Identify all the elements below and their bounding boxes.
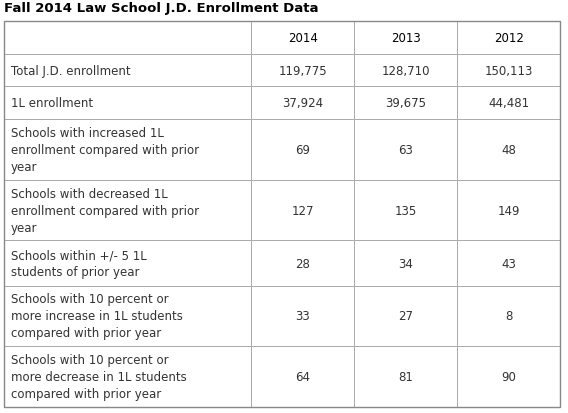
Text: 33: 33 (295, 310, 310, 323)
Text: 8: 8 (505, 310, 512, 323)
Text: Schools with increased 1L
enrollment compared with prior
year: Schools with increased 1L enrollment com… (11, 127, 199, 173)
Text: 34: 34 (398, 257, 413, 270)
Text: 44,481: 44,481 (488, 97, 529, 110)
Text: 64: 64 (295, 370, 310, 383)
Text: 28: 28 (295, 257, 310, 270)
Text: Schools with decreased 1L
enrollment compared with prior
year: Schools with decreased 1L enrollment com… (11, 187, 199, 234)
Text: 119,775: 119,775 (278, 64, 327, 77)
Text: 2014: 2014 (288, 32, 318, 45)
Text: 27: 27 (398, 310, 413, 323)
Text: 63: 63 (398, 144, 413, 157)
Text: 48: 48 (501, 144, 516, 157)
Text: 1L enrollment: 1L enrollment (11, 97, 93, 110)
Text: 135: 135 (395, 204, 417, 217)
Text: Total J.D. enrollment: Total J.D. enrollment (11, 64, 131, 77)
Text: 81: 81 (398, 370, 413, 383)
Text: Schools within +/- 5 1L
students of prior year: Schools within +/- 5 1L students of prio… (11, 249, 147, 278)
Text: Fall 2014 Law School J.D. Enrollment Data: Fall 2014 Law School J.D. Enrollment Dat… (4, 2, 319, 15)
Text: Schools with 10 percent or
more increase in 1L students
compared with prior year: Schools with 10 percent or more increase… (11, 293, 183, 339)
Text: 90: 90 (501, 370, 516, 383)
Text: 69: 69 (295, 144, 310, 157)
Text: 2013: 2013 (391, 32, 420, 45)
Text: 149: 149 (498, 204, 520, 217)
Text: Schools with 10 percent or
more decrease in 1L students
compared with prior year: Schools with 10 percent or more decrease… (11, 353, 186, 400)
Text: 127: 127 (291, 204, 314, 217)
Text: 2012: 2012 (494, 32, 524, 45)
Text: 39,675: 39,675 (385, 97, 426, 110)
Text: 37,924: 37,924 (282, 97, 323, 110)
Text: 150,113: 150,113 (485, 64, 533, 77)
Text: 128,710: 128,710 (382, 64, 430, 77)
Text: 43: 43 (501, 257, 516, 270)
